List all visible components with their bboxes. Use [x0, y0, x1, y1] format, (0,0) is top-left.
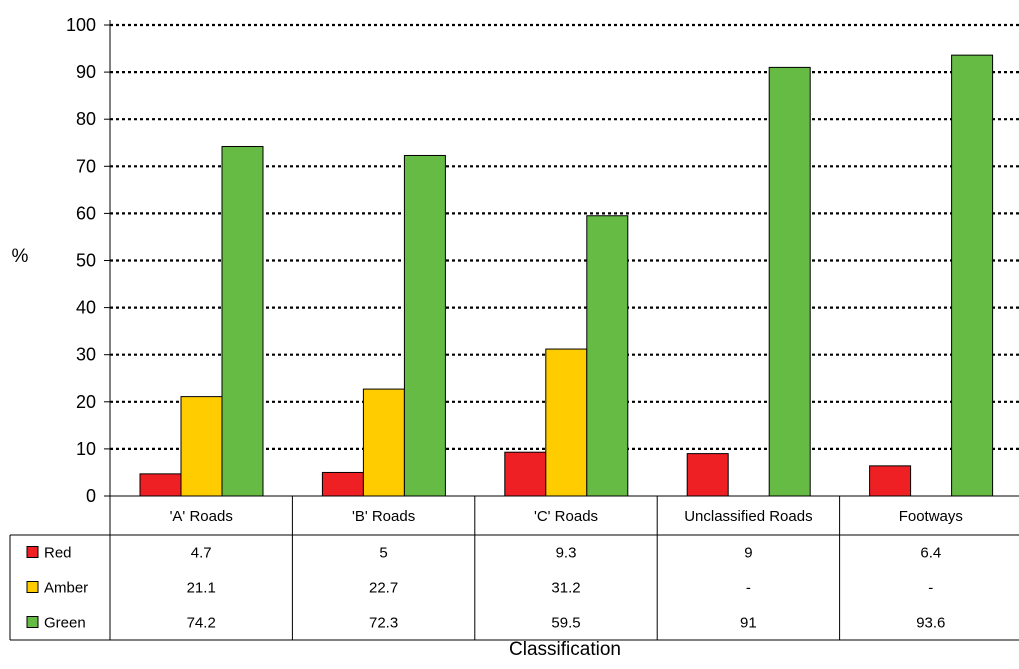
table-cell-value: 31.2 — [551, 580, 580, 597]
bar-amber — [545, 348, 588, 497]
bar-green — [586, 215, 629, 497]
data-table: 'A' Roads 'B' Roads 'C' Roads Unclassified … — [9, 495, 1019, 641]
bar-green — [403, 154, 446, 497]
bar-red — [686, 453, 729, 497]
table-cell-value: 9.3 — [556, 545, 577, 562]
bar-green — [951, 54, 994, 497]
category-label: Unclassified Roads — [684, 508, 812, 525]
category-label: 'A' Roads — [170, 508, 233, 525]
y-tick-label: 80 — [76, 109, 96, 129]
bar-amber — [180, 396, 223, 497]
bars — [139, 54, 994, 497]
table-cell-value: 6.4 — [920, 545, 941, 562]
bar-green — [768, 66, 811, 497]
table-cell-value: 91 — [740, 615, 757, 632]
bar-red — [869, 465, 912, 497]
y-tick-label: 10 — [76, 439, 96, 459]
table-cell-value: - — [928, 580, 933, 597]
legend-label: Red — [44, 545, 72, 562]
category-label: 'B' Roads — [352, 508, 415, 525]
table-cell-value: 74.2 — [187, 615, 216, 632]
table-cell-value: 5 — [379, 545, 387, 562]
y-tick-label: 100 — [66, 15, 96, 35]
y-tick-label: 90 — [76, 62, 96, 82]
legend-label: Amber — [44, 580, 88, 597]
bar-red — [139, 473, 182, 497]
x-axis-label: Classification — [509, 639, 621, 660]
y-tick-label: 70 — [76, 156, 96, 176]
table-cell-value: 4.7 — [191, 545, 212, 562]
table-cell-value: 59.5 — [551, 615, 580, 632]
y-tick-label: 20 — [76, 392, 96, 412]
bar-red — [504, 451, 547, 497]
y-tick-label: 60 — [76, 203, 96, 223]
table-cell-value: 93.6 — [916, 615, 945, 632]
legend-swatch-amber — [26, 581, 39, 593]
bar-red — [321, 471, 364, 497]
legend-swatch-green — [26, 616, 39, 628]
legend-swatch-red — [26, 546, 39, 558]
y-tick-label: 50 — [76, 251, 96, 271]
table-cell-value: 9 — [744, 545, 752, 562]
y-tick-label: 0 — [86, 486, 96, 506]
category-label: 'C' Roads — [534, 508, 598, 525]
y-tick-label: 30 — [76, 345, 96, 365]
table-cell-value: - — [746, 580, 751, 597]
y-axis-ticks: 0 10 20 30 40 50 60 70 80 90 100 — [66, 15, 111, 506]
bar-green — [221, 146, 264, 497]
bar-amber — [362, 388, 405, 497]
table-cell-value: 21.1 — [187, 580, 216, 597]
table-cell-value: 72.3 — [369, 615, 398, 632]
y-axis-label: % — [12, 246, 29, 267]
y-tick-label: 40 — [76, 298, 96, 318]
category-label: Footways — [899, 508, 963, 525]
legend-label: Green — [44, 615, 86, 632]
table-cell-value: 22.7 — [369, 580, 398, 597]
